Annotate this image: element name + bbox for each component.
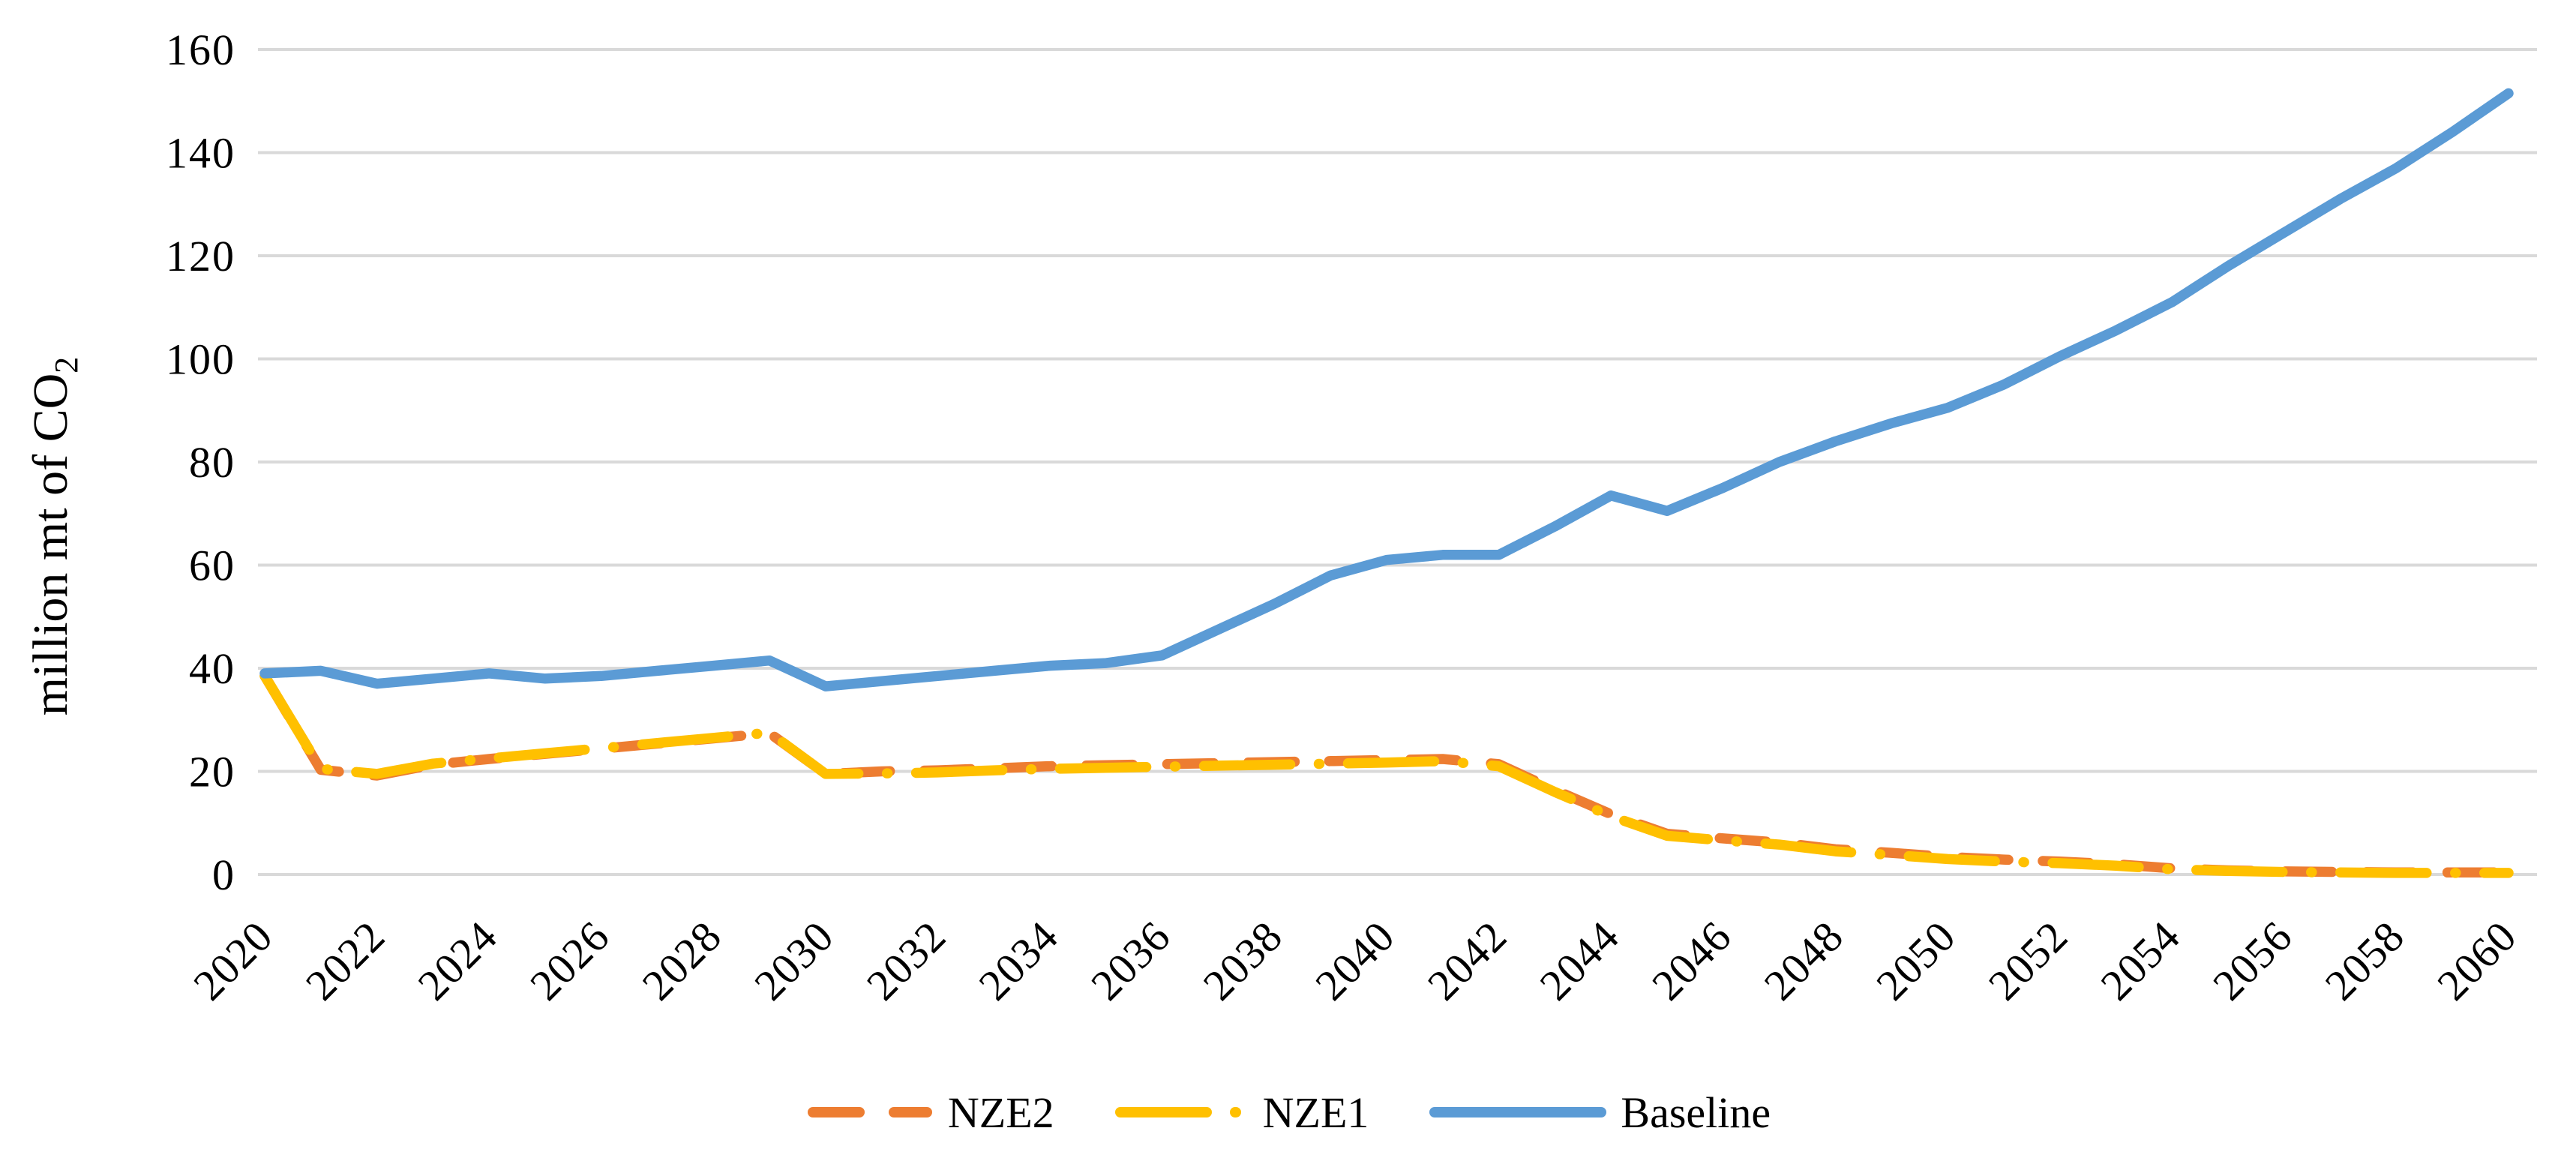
x-tick-label: 2028 xyxy=(633,911,731,1010)
y-tick-label: 60 xyxy=(189,542,235,590)
series-line-nze2 xyxy=(259,670,2514,878)
x-tick-label: 2034 xyxy=(970,911,1068,1010)
legend-item-baseline: Baseline xyxy=(1427,1088,1771,1138)
x-tick-label: 2040 xyxy=(1306,911,1404,1010)
y-axis-title: million mt of CO2 xyxy=(22,357,85,716)
y-axis-title-subscript: 2 xyxy=(48,356,85,374)
x-tick-label: 2058 xyxy=(2316,911,2414,1010)
x-tick-label: 2048 xyxy=(1755,911,1853,1010)
x-tick-label: 2046 xyxy=(1642,911,1741,1010)
series-line-baseline xyxy=(259,88,2514,692)
y-tick-label: 140 xyxy=(166,129,235,178)
legend-item-nze1: NZE1 xyxy=(1113,1088,1369,1138)
y-tick-label: 20 xyxy=(189,748,235,796)
y-tick-label: 40 xyxy=(189,644,235,693)
x-tick-label: 2038 xyxy=(1194,911,1292,1010)
legend-marker-nze1-icon xyxy=(1114,1107,1249,1118)
x-tick-label: 2042 xyxy=(1418,911,1516,1010)
x-tick-label: 2026 xyxy=(520,911,619,1010)
y-axis-title-text: million mt of CO xyxy=(22,373,78,716)
x-tick-label: 2052 xyxy=(1979,911,2077,1010)
x-tick-label: 2054 xyxy=(2092,911,2190,1010)
x-tick-label: 2056 xyxy=(2203,911,2302,1010)
y-tick-label: 160 xyxy=(166,26,235,74)
x-tick-label: 2020 xyxy=(184,911,282,1010)
legend-marker-nze2-icon xyxy=(807,1107,932,1118)
x-tick-label: 2050 xyxy=(1867,911,1965,1010)
x-tick-label: 2036 xyxy=(1081,911,1180,1010)
x-tick-label: 2032 xyxy=(857,911,955,1010)
y-tick-label: 100 xyxy=(166,335,235,384)
x-tick-label: 2030 xyxy=(745,911,843,1010)
legend-label-nze2: NZE2 xyxy=(947,1088,1054,1137)
y-tick-label: 120 xyxy=(166,232,235,280)
legend-label-nze1: NZE1 xyxy=(1262,1088,1369,1137)
x-tick-label: 2024 xyxy=(409,911,507,1010)
x-tick-label: 2044 xyxy=(1531,911,1629,1010)
legend: NZE2 NZE1 Baseline xyxy=(0,1078,2576,1146)
legend-marker-baseline-icon xyxy=(1429,1107,1607,1118)
y-tick-label: 80 xyxy=(189,438,235,487)
y-tick-label: 0 xyxy=(212,850,235,899)
series-line-nze1 xyxy=(259,670,2514,878)
legend-item-nze2: NZE2 xyxy=(805,1088,1054,1138)
legend-label-baseline: Baseline xyxy=(1621,1088,1771,1137)
x-tick-label: 2060 xyxy=(2428,911,2526,1010)
x-tick-label: 2022 xyxy=(296,911,394,1010)
